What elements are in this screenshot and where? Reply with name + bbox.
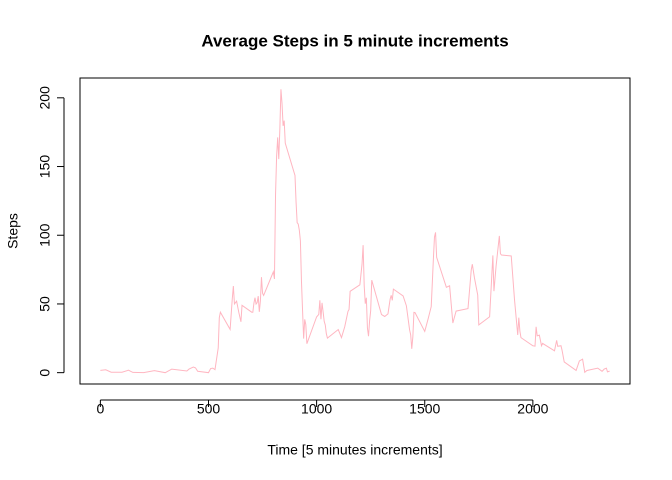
y-tick-label: 150 — [37, 155, 53, 179]
x-axis-label: Time [5 minutes increments] — [267, 442, 442, 458]
chart-title: Average Steps in 5 minute increments — [201, 31, 508, 50]
x-tick-label: 1500 — [409, 401, 440, 417]
y-tick-label: 50 — [37, 296, 53, 312]
y-axis-label: Steps — [5, 213, 21, 249]
plot-frame — [79, 77, 631, 385]
x-tick-label: 2000 — [517, 401, 548, 417]
data-line — [100, 89, 610, 374]
y-tick-label: 100 — [37, 223, 53, 247]
x-tick-label: 1000 — [301, 401, 332, 417]
y-tick-label: 0 — [37, 369, 53, 377]
x-tick-label: 0 — [96, 401, 104, 417]
x-tick-label: 500 — [197, 401, 221, 417]
y-tick-label: 200 — [37, 86, 53, 110]
